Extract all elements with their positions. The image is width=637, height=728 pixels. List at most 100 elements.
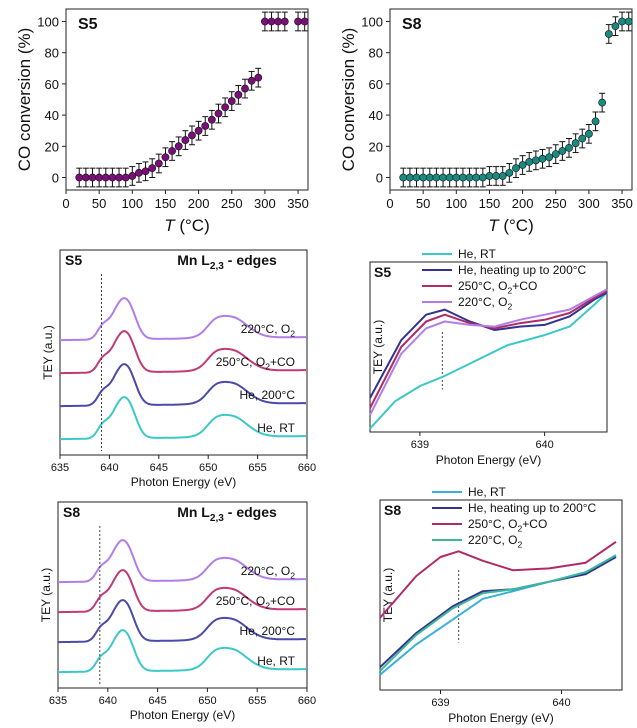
curve-label: 220°C, O2 — [241, 564, 296, 581]
panel-title: S5 — [65, 252, 82, 268]
y-tick-label: 20 — [45, 139, 59, 154]
x-tick-label: 0 — [62, 196, 69, 211]
plot-frame — [369, 261, 608, 433]
data-point — [591, 117, 600, 126]
curve-label: 250°C, O2+CO — [216, 355, 295, 372]
x-tick-label: 200 — [512, 196, 534, 211]
data-point — [585, 129, 593, 138]
x-tick-label: 655 — [248, 462, 266, 474]
x-axis-label: T (°C) — [488, 216, 534, 235]
panel-heading: Mn L2,3 - edges — [177, 252, 277, 272]
data-point — [267, 17, 276, 26]
data-point — [419, 173, 428, 182]
data-point — [154, 159, 163, 168]
x-tick-label: 150 — [155, 196, 177, 211]
y-tick-label: 80 — [45, 46, 59, 61]
data-point — [115, 173, 123, 182]
y-axis-label: CO conversion (%) — [15, 28, 34, 172]
conversion-panel-S8: 0 20 40 60 80 100 0 50 100 150 200 250 300 350 S8 CO co… — [339, 8, 633, 235]
data-point — [492, 172, 500, 180]
spectrum-line — [379, 554, 617, 672]
x-tick-label: 640 — [99, 695, 117, 707]
curve-label: 250°C, O2+CO — [216, 594, 295, 611]
data-point — [135, 168, 143, 177]
data-point — [618, 17, 626, 26]
spectrum-line — [369, 290, 608, 409]
y-axis-label: TEY (a.u.) — [39, 568, 53, 622]
y-tick-label: 40 — [45, 108, 59, 123]
curve-label: He, RT — [257, 654, 295, 668]
x-tick-label: 639 — [431, 697, 449, 709]
y-tick-label: 100 — [37, 14, 59, 29]
curve-label: He, RT — [257, 421, 295, 435]
panel-heading: Mn L2,3 - edges — [177, 504, 277, 524]
panel-title: S8 — [384, 502, 401, 518]
data-point — [168, 147, 176, 155]
spectrum-line — [58, 599, 306, 644]
spectrum-line — [369, 291, 608, 430]
data-point — [161, 153, 170, 162]
x-tick-label: 250 — [221, 196, 243, 211]
data-point — [121, 173, 130, 182]
data-point — [558, 147, 567, 155]
data-point — [75, 173, 84, 182]
conversion-panel-S5: 0 20 40 60 80 100 0 50 100 150 200 250 300 350 S5 CO co… — [15, 8, 309, 235]
x-tick-label: 635 — [49, 695, 67, 707]
panel-title: S8 — [402, 16, 422, 33]
spectrum-line — [58, 629, 306, 674]
x-tick-label: 645 — [148, 695, 166, 707]
data-point — [571, 139, 580, 148]
x-axis-label: Photon Energy (eV) — [130, 708, 235, 722]
y-axis-label: CO conversion (%) — [339, 28, 358, 172]
spectrum-line — [60, 297, 306, 342]
y-tick-label: 60 — [369, 77, 383, 92]
data-point — [188, 131, 196, 140]
data-point — [148, 164, 157, 173]
x-tick-label: 100 — [445, 196, 467, 211]
xas-zoom-panel-S8: 639 640 Photon Energy (eV) TEY (a.u.) S8 He, … — [379, 485, 623, 725]
xas-panel-S8: 635 640 645 650 655 660 Photon Energy (eV) TEY … — [39, 501, 316, 722]
data-point — [254, 73, 263, 82]
legend-label: He, RT — [468, 485, 506, 499]
plot-frame — [59, 249, 308, 456]
data-point — [399, 173, 408, 182]
data-point — [485, 172, 494, 180]
data-point — [538, 154, 547, 163]
data-point — [294, 17, 302, 26]
data-point — [194, 126, 203, 135]
x-tick-label: 250 — [545, 196, 567, 211]
data-point — [241, 84, 249, 93]
data-point — [207, 115, 216, 124]
data-point — [478, 173, 487, 182]
data-point — [227, 97, 236, 105]
data-point — [472, 173, 481, 182]
curve-label: He, 200°C — [240, 624, 296, 638]
data-point — [214, 109, 223, 118]
plot-frame — [379, 499, 623, 691]
xas-panel-S5: 635 640 645 650 655 660 Photon Energy (eV) TEY … — [41, 249, 316, 489]
data-point — [234, 90, 243, 99]
data-point — [247, 76, 256, 85]
y-tick-label: 100 — [361, 14, 383, 29]
data-point — [300, 17, 309, 26]
spectrum-line — [58, 569, 306, 614]
y-tick-label: 60 — [45, 77, 59, 92]
legend-label: 250°C, O2+CO — [468, 517, 547, 534]
data-point — [201, 122, 210, 130]
curve-label: He, 200°C — [240, 388, 296, 402]
x-tick-label: 50 — [92, 196, 106, 211]
x-axis-label: Photon Energy (eV) — [131, 475, 236, 489]
x-tick-label: 200 — [188, 196, 210, 211]
data-point — [518, 161, 527, 169]
legend-label: He, RT — [458, 247, 496, 261]
x-tick-label: 660 — [298, 462, 316, 474]
x-tick-label: 660 — [298, 695, 316, 707]
data-point — [551, 150, 560, 159]
panel-title: S5 — [78, 16, 98, 33]
y-axis-label: TEY (a.u.) — [371, 320, 385, 374]
data-point — [565, 143, 573, 152]
panel-title: S5 — [374, 264, 391, 280]
data-point — [604, 30, 613, 38]
data-point — [81, 173, 90, 182]
y-axis-label: TEY (a.u.) — [381, 568, 395, 622]
